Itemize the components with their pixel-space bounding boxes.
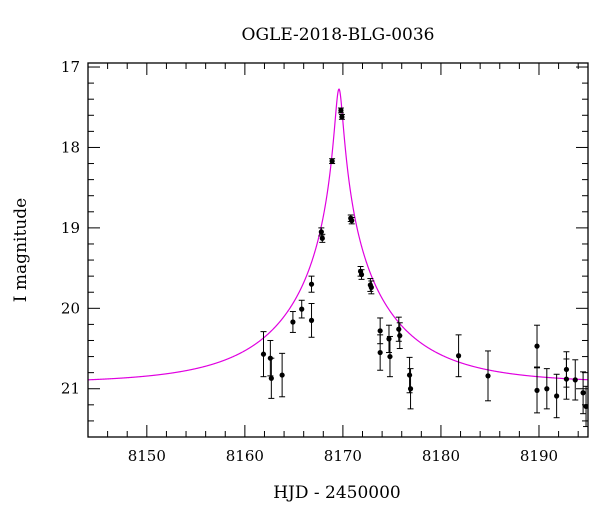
point-marker [299, 306, 305, 312]
point-marker [308, 317, 315, 323]
point-marker [308, 281, 315, 287]
data-point [455, 334, 462, 378]
point-marker [544, 386, 550, 392]
data-point [485, 350, 491, 402]
data-point [268, 357, 275, 399]
y-tick-label: 20 [61, 299, 80, 317]
point-marker [319, 235, 325, 241]
point-marker [396, 326, 402, 332]
model-curve [88, 88, 588, 381]
point-marker [260, 351, 267, 357]
point-marker [290, 319, 296, 325]
point-marker [268, 375, 274, 381]
point-marker [563, 376, 570, 382]
data-point [318, 227, 325, 237]
data-point [385, 324, 392, 354]
point-marker [407, 386, 414, 392]
data-point [553, 373, 560, 419]
data-point [289, 311, 296, 333]
x-axis-label: HJD - 2450000 [273, 483, 401, 503]
data-point [279, 352, 286, 398]
point-marker [455, 353, 462, 359]
axis-ticks [87, 63, 588, 438]
x-tick-label: 8180 [422, 447, 460, 465]
data-point [348, 216, 355, 225]
chart-title: OGLE-2018-BLG-0036 [242, 25, 435, 45]
data-point [319, 233, 326, 243]
point-marker [387, 353, 393, 360]
point-marker [583, 403, 588, 410]
point-marker [368, 284, 374, 290]
point-marker [339, 114, 345, 120]
data-point [386, 335, 393, 378]
data-point [543, 368, 550, 410]
point-marker [534, 343, 540, 349]
point-marker [406, 372, 413, 378]
point-marker [279, 372, 285, 378]
point-marker [329, 158, 335, 164]
plot-frame [87, 62, 589, 438]
data-point [396, 322, 403, 350]
data-point [329, 158, 336, 165]
y-tick-label: 17 [61, 58, 80, 76]
y-tick-label: 18 [61, 138, 80, 156]
point-marker [358, 271, 365, 278]
point-marker [554, 393, 560, 399]
point-marker [318, 229, 324, 235]
data-point [583, 385, 588, 428]
data-point [298, 299, 305, 319]
data-point [534, 324, 541, 368]
x-tick-label: 8190 [520, 447, 558, 465]
data-point [368, 280, 375, 295]
data-point [358, 269, 365, 280]
x-tick-label: 8170 [324, 447, 362, 465]
y-tick-label: 21 [61, 380, 80, 398]
x-tick-label: 8150 [128, 447, 166, 465]
y-tick-label: 19 [61, 219, 80, 237]
point-marker [377, 328, 383, 334]
data-point [563, 358, 570, 400]
data-points [260, 107, 588, 428]
point-marker [338, 107, 344, 114]
point-marker [534, 387, 540, 393]
data-point [534, 367, 541, 414]
data-point [572, 359, 579, 401]
data-point [338, 113, 345, 120]
point-marker [580, 390, 586, 396]
x-tick-label: 8160 [226, 447, 264, 465]
data-point [260, 331, 267, 378]
point-marker [397, 333, 403, 339]
point-marker [377, 349, 383, 356]
y-axis-label: I magnitude [11, 198, 31, 302]
point-marker [572, 377, 578, 383]
point-marker [349, 218, 355, 224]
axis-tick-labels: 8150 8160 8170 8180 8190 17 18 19 20 21 [61, 58, 558, 465]
point-marker [386, 336, 392, 342]
data-point [407, 368, 414, 410]
data-point [377, 334, 384, 371]
point-marker [485, 373, 491, 379]
data-point [308, 302, 315, 338]
data-point [580, 371, 587, 415]
data-point [337, 107, 344, 114]
data-point [308, 275, 315, 293]
